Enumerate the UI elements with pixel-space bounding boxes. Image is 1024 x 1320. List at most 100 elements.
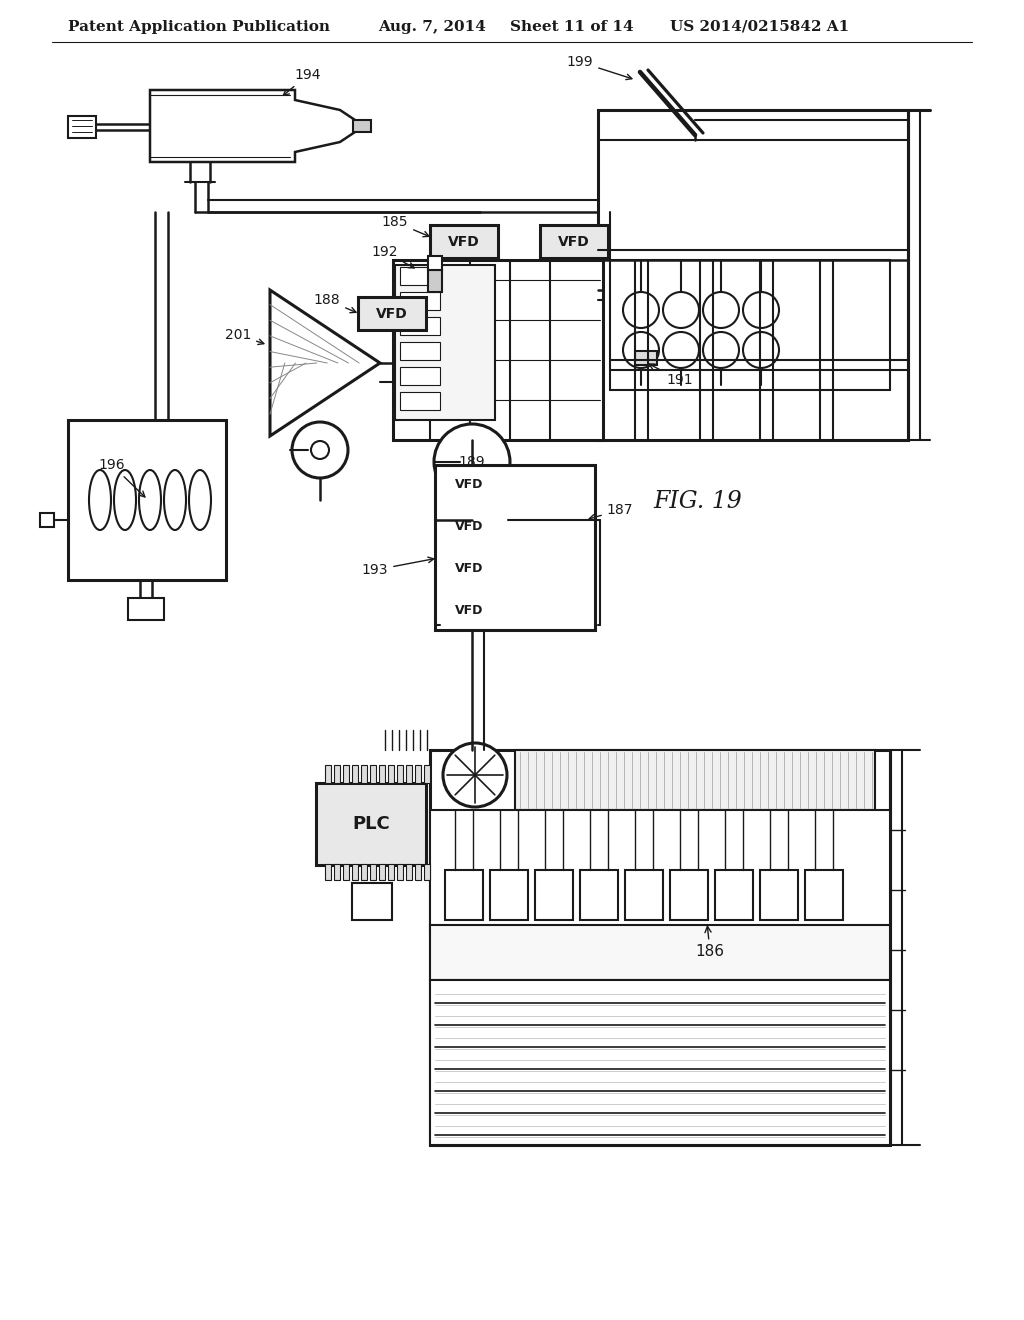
Circle shape [555,554,585,583]
Circle shape [555,512,585,543]
Bar [325,865,331,880]
Circle shape [530,554,560,583]
Text: 192: 192 [372,246,414,268]
Bar [370,766,376,783]
Circle shape [623,292,659,327]
Bar [430,750,890,1144]
Bar [406,766,412,783]
Bar [400,317,440,335]
Circle shape [555,597,585,626]
Circle shape [703,333,739,368]
Bar [352,865,358,880]
Bar [440,470,498,500]
Bar [325,766,331,783]
Circle shape [311,441,329,459]
Bar [428,271,442,292]
Text: VFD: VFD [558,235,590,249]
Bar [400,367,440,385]
Bar [388,865,394,880]
Circle shape [540,465,550,475]
Text: US 2014/0215842 A1: US 2014/0215842 A1 [670,20,849,34]
Bar [361,865,367,880]
Circle shape [540,549,550,558]
Bar [430,925,890,979]
Text: 193: 193 [361,557,434,577]
Text: 191: 191 [649,364,693,387]
Text: 196: 196 [98,458,144,498]
Bar [598,110,908,440]
Circle shape [530,512,560,543]
Polygon shape [270,290,380,436]
Text: 194: 194 [284,69,322,95]
Bar [424,865,430,880]
Bar [415,766,421,783]
Circle shape [663,292,699,327]
Ellipse shape [189,470,211,531]
Text: VFD: VFD [449,235,480,249]
Bar [540,224,608,257]
Bar [361,766,367,783]
Polygon shape [150,90,355,162]
Circle shape [623,333,659,368]
Bar [715,870,753,920]
Bar [406,865,412,880]
Text: 185: 185 [382,215,429,236]
Bar [379,766,385,783]
Bar [445,870,483,920]
Bar [353,120,371,132]
Text: VFD: VFD [455,605,483,618]
Circle shape [565,465,575,475]
Bar [370,865,376,880]
Bar [430,979,890,1144]
Circle shape [703,292,739,327]
Bar [400,267,440,285]
Bar [535,870,573,920]
Bar [515,750,874,810]
Bar [352,766,358,783]
Circle shape [292,422,348,478]
Text: VFD: VFD [455,562,483,576]
Bar [334,865,340,880]
Ellipse shape [139,470,161,531]
Text: Aug. 7, 2014: Aug. 7, 2014 [378,20,485,34]
Bar [352,883,392,920]
Circle shape [555,470,585,500]
Ellipse shape [164,470,186,531]
Text: 201: 201 [225,327,264,345]
Circle shape [530,597,560,626]
Circle shape [443,743,507,807]
Bar [440,554,498,583]
Text: 186: 186 [695,927,725,960]
Bar [430,810,890,931]
Text: 189: 189 [459,455,485,469]
Circle shape [663,333,699,368]
Circle shape [743,333,779,368]
Circle shape [565,507,575,517]
Text: PLC: PLC [352,814,390,833]
Text: Patent Application Publication: Patent Application Publication [68,20,330,34]
Text: 188: 188 [313,293,356,313]
Bar [68,420,226,579]
Circle shape [540,507,550,517]
Circle shape [743,292,779,327]
Bar [625,870,663,920]
Circle shape [540,591,550,601]
Text: 187: 187 [589,503,633,520]
Bar [805,870,843,920]
Bar [397,766,403,783]
Bar [670,870,708,920]
Circle shape [530,470,560,500]
Text: VFD: VFD [455,520,483,533]
Bar [610,260,890,389]
Bar [343,865,349,880]
Bar [388,766,394,783]
Text: VFD: VFD [376,308,408,321]
Bar [400,392,440,411]
Bar [334,766,340,783]
Ellipse shape [114,470,136,531]
Bar [440,597,498,626]
Bar [40,513,54,527]
Text: FIG. 19: FIG. 19 [653,491,742,513]
Bar [397,865,403,880]
Circle shape [434,424,510,500]
